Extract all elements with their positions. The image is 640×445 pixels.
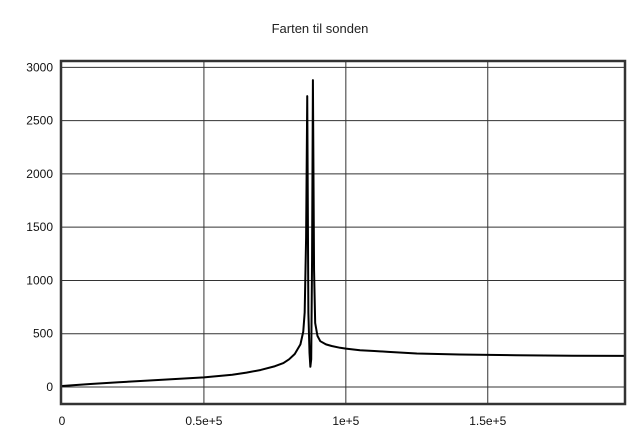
series-layer — [61, 79, 625, 387]
x-tick-label: 0 — [59, 414, 66, 428]
y-tick-label: 2000 — [26, 167, 53, 181]
plot-area-background — [61, 61, 625, 404]
x-tick-label: 0.5e+5 — [185, 414, 222, 428]
x-axis-ticks: 0 0.5e+5 1e+5 1.5e+5 — [59, 414, 507, 428]
x-tick-label: 1.5e+5 — [469, 414, 506, 428]
y-tick-label: 500 — [33, 327, 53, 341]
chart-title: Farten til sonden — [271, 21, 369, 36]
series-line — [61, 79, 625, 387]
y-tick-label: 0 — [46, 380, 53, 394]
y-tick-label: 1500 — [26, 220, 53, 234]
x-tick-label: 1e+5 — [332, 414, 359, 428]
y-tick-label: 3000 — [26, 60, 53, 74]
y-axis-ticks: 0 500 1000 1500 2000 2500 3000 — [26, 60, 53, 394]
plot-frame — [59, 59, 627, 406]
y-tick-label: 1000 — [26, 273, 53, 287]
grid-lines — [62, 62, 624, 403]
y-tick-label: 2500 — [26, 114, 53, 128]
